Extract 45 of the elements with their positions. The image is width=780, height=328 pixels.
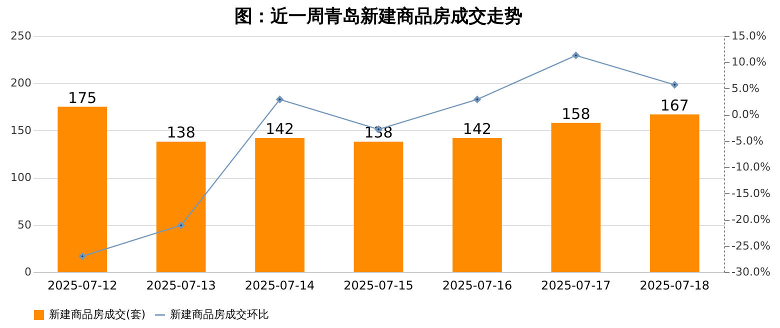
x-tick-label: 2025-07-12 — [47, 278, 118, 292]
y2-tick-label: -15.0% — [732, 186, 770, 200]
y-tick-label: 100 — [10, 171, 32, 184]
y-tick-label: 0 — [24, 266, 32, 278]
y2-tick-label: 10.0% — [732, 56, 766, 69]
legend-label: 新建商品房成交环比 — [170, 308, 269, 321]
bar — [58, 106, 108, 272]
y-tick-label: 250 — [10, 30, 32, 42]
x-tick-label: 2025-07-13 — [146, 278, 216, 292]
bar — [551, 122, 601, 272]
bar — [255, 138, 304, 272]
y2-tick-label: -25.0% — [732, 239, 770, 252]
y2-tick-label: -30.0% — [732, 266, 770, 278]
data-label: 138 — [166, 124, 196, 142]
y-tick-label: 150 — [10, 124, 32, 137]
y2-tick-label: 15.0% — [732, 30, 766, 42]
y2-tick-label: 0.0% — [732, 108, 760, 122]
y2-tick-label: -5.0% — [732, 134, 764, 148]
data-label: 142 — [462, 120, 492, 138]
bar — [452, 138, 502, 272]
point — [78, 252, 86, 260]
y-tick-label: 200 — [10, 76, 32, 90]
x-tick-label: 2025-07-14 — [244, 278, 315, 292]
point — [572, 52, 580, 59]
y2-tick-label: -20.0% — [732, 213, 770, 226]
chart-title: 图：近一周青岛新建商品房成交走势 — [234, 6, 522, 27]
data-label: 167 — [660, 96, 689, 114]
bar — [650, 114, 700, 272]
point — [276, 96, 284, 103]
bar — [354, 142, 404, 272]
point — [671, 81, 678, 88]
bar — [156, 142, 206, 272]
x-tick-label: 2025-07-17 — [541, 278, 611, 292]
data-label: 142 — [265, 120, 294, 138]
y2-tick-label: 5.0% — [732, 82, 760, 95]
point — [474, 96, 481, 103]
legend-label: 新建商品房成交(套) — [49, 308, 146, 321]
y-tick-label: 50 — [18, 218, 32, 232]
x-tick-label: 2025-07-16 — [442, 278, 512, 292]
x-tick-label: 2025-07-18 — [640, 278, 710, 292]
data-label: 175 — [68, 88, 97, 107]
x-tick-label: 2025-07-15 — [344, 278, 414, 292]
data-label: 158 — [562, 104, 590, 123]
point — [178, 222, 185, 229]
y2-tick-label: -10.0% — [732, 160, 770, 174]
